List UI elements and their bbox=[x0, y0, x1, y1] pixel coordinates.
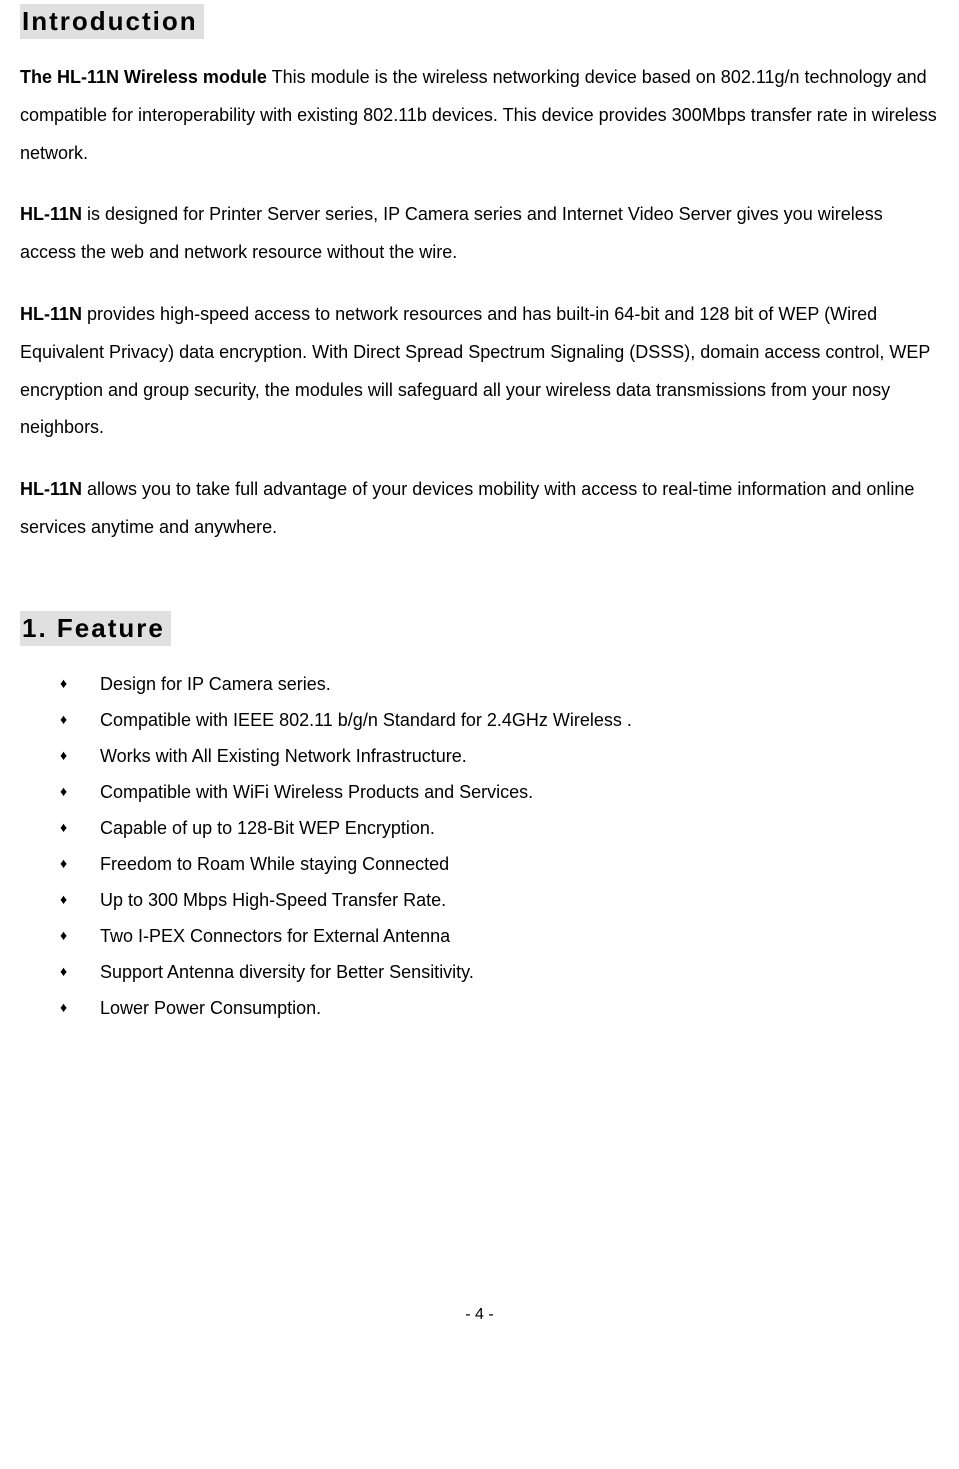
paragraph-2: HL-11N is designed for Printer Server se… bbox=[20, 196, 939, 272]
feature-item: Two I-PEX Connectors for External Antenn… bbox=[60, 918, 939, 954]
para4-text: allows you to take full advantage of you… bbox=[20, 479, 914, 537]
feature-item: Compatible with WiFi Wireless Products a… bbox=[60, 774, 939, 810]
feature-list: Design for IP Camera series. Compatible … bbox=[20, 666, 939, 1026]
feature-item: Freedom to Roam While staying Connected bbox=[60, 846, 939, 882]
para4-bold: HL-11N bbox=[20, 479, 82, 499]
paragraph-4: HL-11N allows you to take full advantage… bbox=[20, 471, 939, 547]
document-page: Introduction The HL-11N Wireless module … bbox=[0, 0, 959, 1364]
feature-item: Capable of up to 128-Bit WEP Encryption. bbox=[60, 810, 939, 846]
para1-bold: The HL-11N Wireless module bbox=[20, 67, 267, 87]
para3-text: provides high-speed access to network re… bbox=[20, 304, 930, 437]
intro-heading: Introduction bbox=[20, 4, 204, 39]
feature-item: Design for IP Camera series. bbox=[60, 666, 939, 702]
feature-item: Up to 300 Mbps High-Speed Transfer Rate. bbox=[60, 882, 939, 918]
feature-heading: 1. Feature bbox=[20, 611, 171, 646]
feature-item: Compatible with IEEE 802.11 b/g/n Standa… bbox=[60, 702, 939, 738]
paragraph-1: The HL-11N Wireless module This module i… bbox=[20, 59, 939, 172]
para2-bold: HL-11N bbox=[20, 204, 82, 224]
paragraph-3: HL-11N provides high-speed access to net… bbox=[20, 296, 939, 447]
feature-item: Lower Power Consumption. bbox=[60, 990, 939, 1026]
page-number: - 4 - bbox=[20, 1306, 939, 1324]
para3-bold: HL-11N bbox=[20, 304, 82, 324]
feature-item: Works with All Existing Network Infrastr… bbox=[60, 738, 939, 774]
para2-text: is designed for Printer Server series, I… bbox=[20, 204, 883, 262]
feature-item: Support Antenna diversity for Better Sen… bbox=[60, 954, 939, 990]
